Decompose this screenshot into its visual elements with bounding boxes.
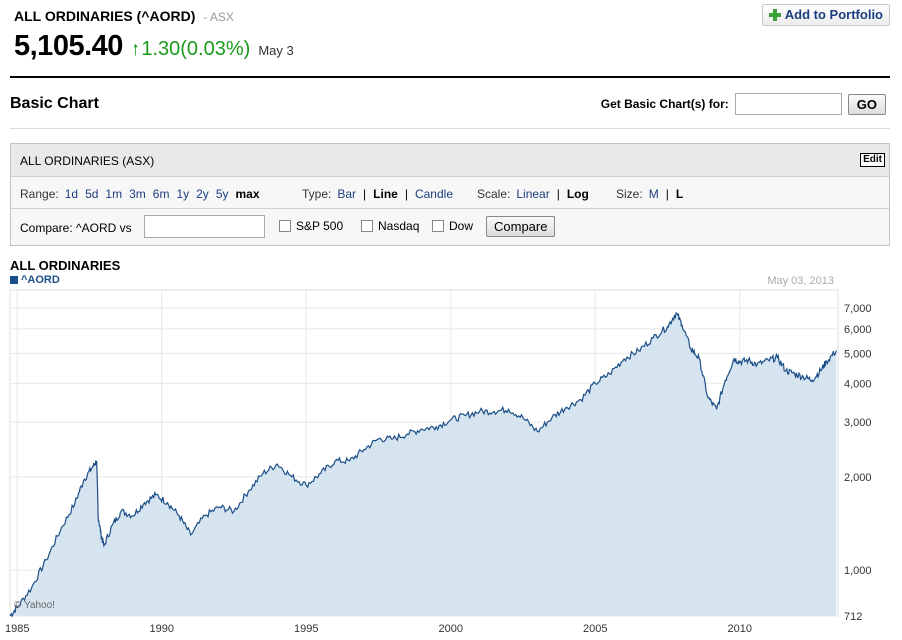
series-line — [9, 311, 837, 618]
basic-chart-title: Basic Chart — [10, 95, 99, 112]
compare-checkbox-sp500[interactable]: S&P 500 — [279, 219, 343, 233]
y-tick-label: 3,000 — [844, 417, 872, 429]
size-m[interactable]: M — [648, 187, 659, 201]
series-area — [10, 312, 837, 616]
price-row: 5,105.40 🠑 1.30(0.03%) May 3 — [14, 30, 294, 65]
compare-row: Compare: ^AORD vs S&P 500 Nasdaq Dow Com… — [11, 209, 889, 245]
scale-options: Scale: Linear | Log — [477, 187, 596, 201]
symbol-input[interactable] — [734, 93, 842, 115]
quote-exchange: - ASX — [203, 10, 234, 24]
size-label: Size: — [616, 187, 643, 201]
get-chart-form: Get Basic Chart(s) for: GO — [601, 93, 886, 115]
quote-price: 5,105.40 — [14, 30, 123, 62]
x-tick-label: 1990 — [149, 623, 173, 635]
compare-checkbox-nasdaq[interactable]: Nasdaq — [361, 219, 419, 233]
x-tick-label: 2000 — [438, 623, 462, 635]
quote-change: 🠑 1.30(0.03%) — [133, 38, 250, 65]
plus-icon — [768, 9, 781, 21]
range-1d[interactable]: 1d — [64, 187, 79, 201]
divider — [10, 128, 890, 129]
panel-header: ALL ORDINARIES (ASX) Edit — [11, 144, 889, 177]
divider — [10, 76, 890, 78]
x-tick-label: 1985 — [5, 623, 29, 635]
chart-legend: ^AORD — [10, 274, 60, 286]
range-label: Range: — [20, 187, 59, 201]
range-6m[interactable]: 6m — [152, 187, 170, 201]
y-tick-label: 6,000 — [844, 324, 872, 336]
compare-button[interactable]: Compare — [486, 216, 556, 237]
y-tick-label: 712 — [844, 611, 862, 623]
separator: | — [363, 187, 367, 201]
chart-watermark: © Yahoo! — [14, 600, 55, 611]
compare-option-label: S&P 500 — [296, 219, 344, 233]
quote-change-value: 1.30(0.03%) — [141, 38, 251, 60]
y-tick-label: 1,000 — [844, 565, 872, 577]
x-tick-label: 2005 — [583, 623, 607, 635]
go-button[interactable]: GO — [847, 93, 886, 115]
add-to-portfolio-label: Add to Portfolio — [784, 7, 883, 22]
separator: | — [556, 187, 560, 201]
range-max[interactable]: max — [235, 187, 260, 201]
scale-linear[interactable]: Linear — [516, 187, 550, 201]
scale-label: Scale: — [477, 187, 511, 201]
type-options: Type: Bar | Line | Candle — [302, 187, 460, 201]
separator: | — [404, 187, 408, 201]
separator: | — [665, 187, 669, 201]
y-tick-label: 7,000 — [844, 303, 872, 315]
range-5d[interactable]: 5d — [85, 187, 99, 201]
checkbox[interactable] — [279, 220, 291, 232]
add-to-portfolio-button[interactable]: Add to Portfolio — [761, 4, 890, 26]
quote-date: May 3 — [258, 43, 294, 58]
legend-label: ^AORD — [21, 274, 60, 286]
chart-options-panel: ALL ORDINARIES (ASX) Edit Range: 1d 5d 1m 3… — [10, 143, 890, 246]
compare-label: Compare: ^AORD vs — [20, 221, 132, 235]
y-tick-label: 2,000 — [844, 472, 872, 484]
type-candle[interactable]: Candle — [414, 187, 453, 201]
checkbox[interactable] — [432, 220, 444, 232]
edit-button[interactable]: Edit — [860, 153, 885, 167]
compare-option-label: Dow — [449, 219, 474, 233]
type-label: Type: — [302, 187, 332, 201]
scale-log[interactable]: Log — [566, 187, 589, 201]
chart-title: ALL ORDINARIES — [10, 258, 121, 273]
range-2y[interactable]: 2y — [196, 187, 209, 201]
y-tick-label: 4,000 — [844, 378, 872, 390]
compare-option-label: Nasdaq — [378, 219, 420, 233]
type-line[interactable]: Line — [373, 187, 398, 201]
chart-options-row: Range: 1d 5d 1m 3m 6m 1y 2y 5y max Type: Bar | Lin… — [11, 177, 889, 209]
quote-title: ALL ORDINARIES (^AORD) - ASX — [14, 8, 234, 24]
type-bar[interactable]: Bar — [337, 187, 357, 201]
x-tick-label: 2010 — [727, 623, 751, 635]
x-tick-label: 1995 — [294, 623, 318, 635]
range-1m[interactable]: 1m — [105, 187, 123, 201]
up-arrow-icon: 🠑 — [132, 42, 139, 59]
panel-title: ALL ORDINARIES (ASX) — [20, 154, 155, 168]
range-options: Range: 1d 5d 1m 3m 6m 1y 2y 5y max — [20, 187, 267, 201]
size-l[interactable]: L — [675, 187, 684, 201]
size-options: Size: M | L — [616, 187, 690, 201]
legend-swatch — [10, 276, 18, 284]
compare-checkbox-dow[interactable]: Dow — [432, 219, 473, 233]
y-tick-label: 5,000 — [844, 348, 872, 360]
range-3m[interactable]: 3m — [129, 187, 146, 201]
get-chart-label: Get Basic Chart(s) for: — [600, 97, 729, 111]
compare-input[interactable] — [144, 215, 265, 238]
quote-name: ALL ORDINARIES (^AORD) — [14, 8, 196, 24]
chart-date: May 03, 2013 — [767, 275, 834, 287]
checkbox[interactable] — [361, 220, 373, 232]
range-5y[interactable]: 5y — [215, 187, 229, 201]
range-1y[interactable]: 1y — [176, 187, 190, 201]
